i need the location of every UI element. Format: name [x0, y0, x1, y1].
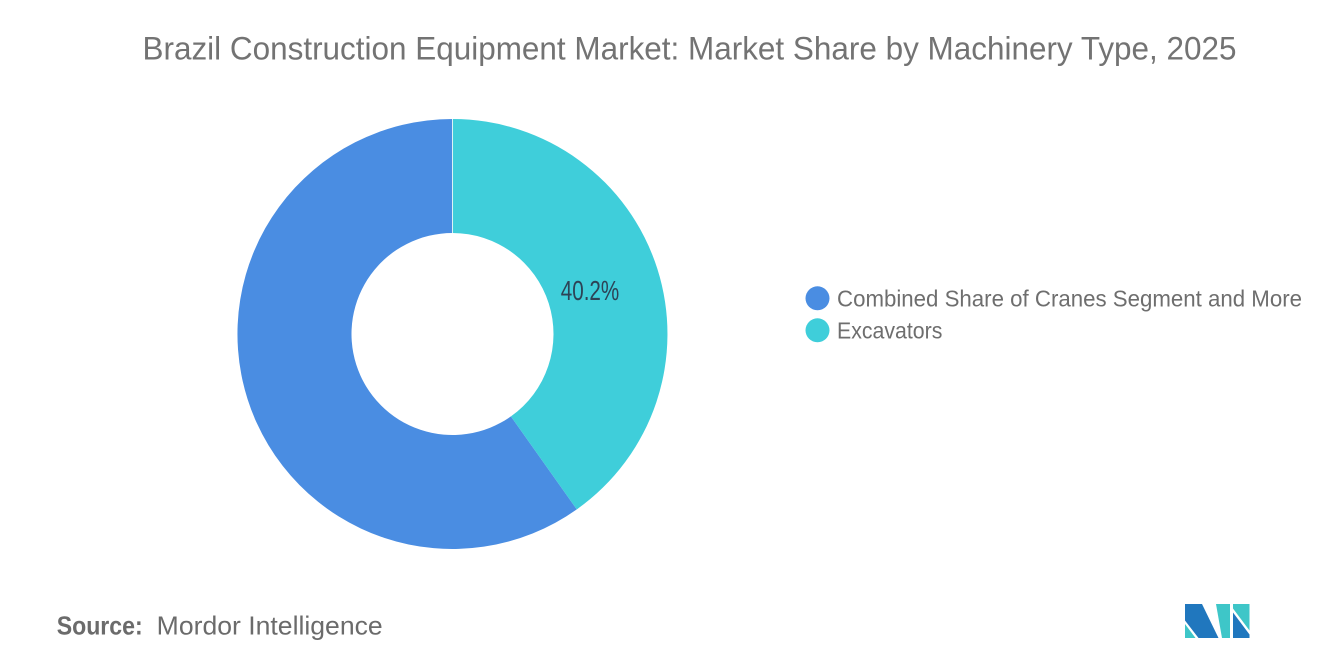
svg-text:40.2%: 40.2%: [561, 275, 620, 306]
svg-text:Source:: Source:: [57, 611, 143, 641]
svg-text:Combined Share of Cranes Segme: Combined Share of Cranes Segment and Mor…: [837, 286, 1302, 312]
svg-text:Excavators: Excavators: [837, 318, 942, 344]
svg-text:Brazil Construction Equipment: Brazil Construction Equipment Market: Ma…: [143, 30, 1237, 66]
svg-text:Mordor Intelligence: Mordor Intelligence: [157, 611, 383, 641]
